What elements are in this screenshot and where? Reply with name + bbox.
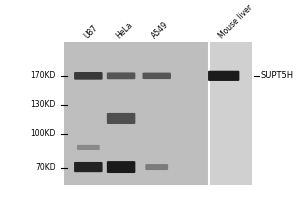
Bar <box>64 42 209 185</box>
FancyBboxPatch shape <box>77 145 100 150</box>
FancyBboxPatch shape <box>107 113 135 124</box>
Text: U87: U87 <box>82 23 99 40</box>
FancyBboxPatch shape <box>142 73 171 79</box>
Text: Mouse liver: Mouse liver <box>217 3 255 40</box>
Text: 100KD: 100KD <box>30 129 56 138</box>
Text: 130KD: 130KD <box>30 100 56 109</box>
FancyBboxPatch shape <box>145 164 168 170</box>
FancyBboxPatch shape <box>107 72 135 79</box>
Bar <box>209 42 252 185</box>
FancyBboxPatch shape <box>74 162 103 172</box>
FancyBboxPatch shape <box>74 72 103 80</box>
FancyBboxPatch shape <box>208 71 239 81</box>
Text: SUPT5H: SUPT5H <box>261 71 294 80</box>
Text: HeLa: HeLa <box>115 20 135 40</box>
Text: 70KD: 70KD <box>35 163 56 172</box>
Text: A549: A549 <box>150 20 171 40</box>
Text: 170KD: 170KD <box>30 71 56 80</box>
FancyBboxPatch shape <box>107 161 135 173</box>
